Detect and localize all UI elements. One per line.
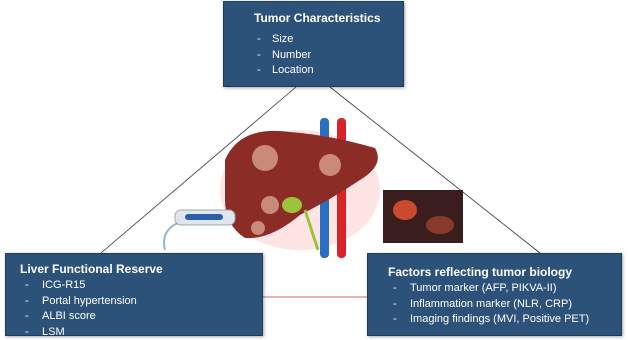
box-item: Number: [254, 48, 403, 64]
pet-spot: [426, 216, 454, 234]
box-list: SizeNumberLocation: [254, 32, 403, 79]
probe-screen: [185, 214, 223, 220]
box-item: Size: [254, 32, 403, 48]
box-title: Liver Functional Reserve: [20, 262, 262, 276]
box-title: Factors reflecting tumor biology: [388, 265, 621, 279]
biology-box: Factors reflecting tumor biology Tumor m…: [367, 253, 622, 336]
pet-image: [383, 190, 463, 243]
tumor: [252, 145, 278, 171]
tumor: [251, 221, 265, 235]
box-title: Tumor Characteristics: [254, 11, 403, 25]
box-list: ICG-R15Portal hypertensionALBI scoreLSM: [20, 278, 262, 340]
box-item: ICG-R15: [20, 278, 262, 294]
cable: [164, 222, 180, 250]
box-item: Tumor marker (AFP, PIKVA-II): [388, 281, 621, 297]
box-item: Inflammation marker (NLR, CRP): [388, 297, 621, 313]
box-item: ALBI score: [20, 309, 262, 325]
box-item: Imaging findings (MVI, Positive PET): [388, 312, 621, 328]
tumor: [319, 154, 341, 176]
tumor: [261, 196, 279, 214]
pet-spot: [393, 200, 417, 220]
liver-box: Liver Functional Reserve ICG-R15Portal h…: [5, 253, 263, 336]
tumor-box: Tumor Characteristics SizeNumberLocation: [223, 1, 404, 87]
box-list: Tumor marker (AFP, PIKVA-II)Inflammation…: [388, 281, 621, 328]
box-item: Location: [254, 63, 403, 79]
gallbladder: [282, 197, 302, 213]
box-item: Portal hypertension: [20, 294, 262, 310]
